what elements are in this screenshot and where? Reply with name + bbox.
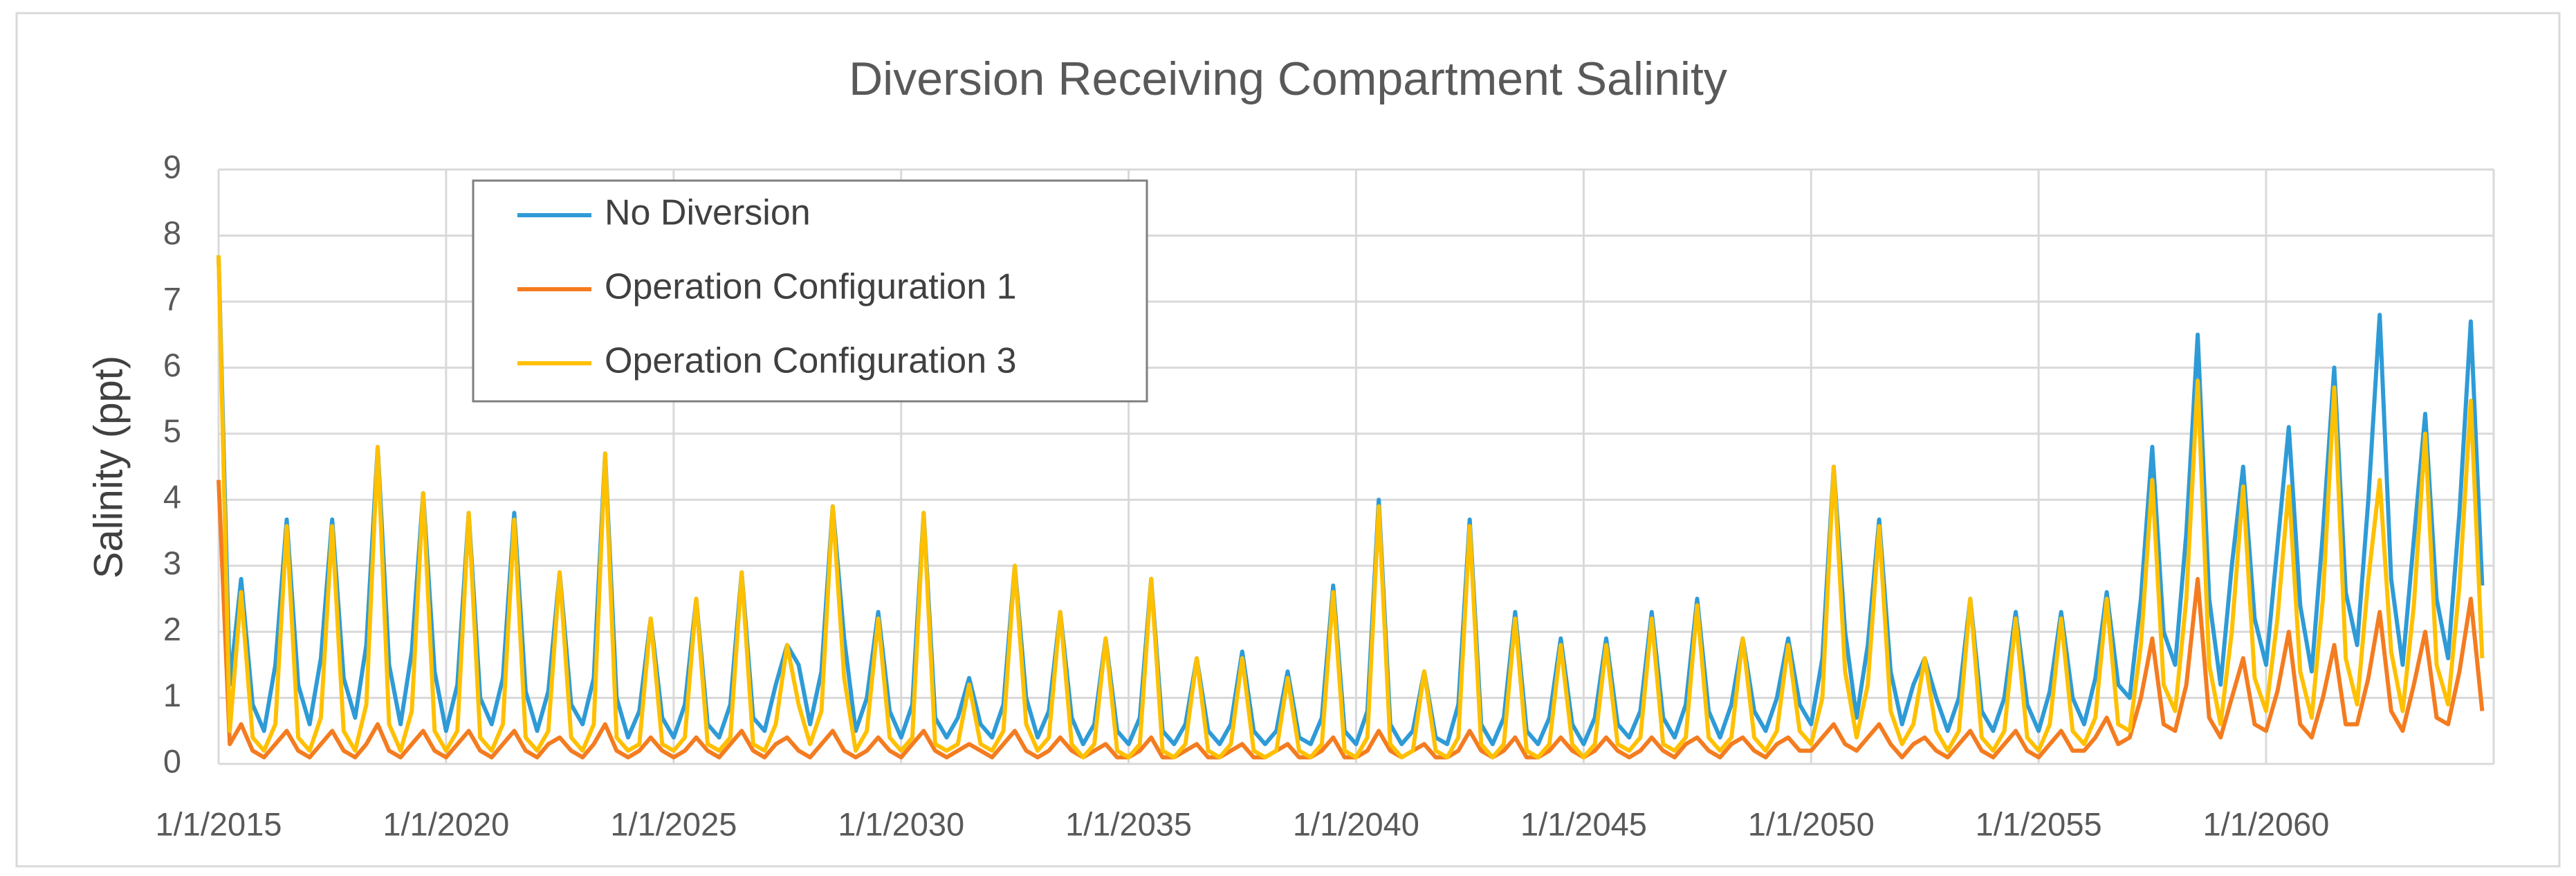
legend-label: Operation Configuration 1 [605,267,1017,307]
grid [217,168,2495,765]
y-tick-label: 3 [163,545,181,581]
legend: No Diversion Operation Configuration 1 Ope… [472,179,1148,403]
y-tick-label: 6 [163,347,181,383]
legend-label: No Diversion [605,193,811,233]
x-tick-label: 1/1/2035 [1065,805,1192,842]
x-tick-label: 1/1/2030 [838,805,964,842]
y-tick-label: 8 [163,215,181,251]
x-tick-label: 1/1/2045 [1520,805,1647,842]
x-tick-label: 1/1/2020 [383,805,509,842]
y-tick-label: 7 [163,280,181,317]
plot [217,255,2485,760]
x-tick-label: 1/1/2025 [610,805,737,842]
chart-border [15,12,2561,868]
x-tick-label: 1/1/2060 [2202,805,2329,842]
y-tick-label: 9 [163,148,181,185]
y-axis-title: Salinity (ppt) [86,356,131,578]
y-tick-label: 5 [163,412,181,449]
x-tick-label: 1/1/2015 [156,805,282,842]
x-tick-label: 1/1/2050 [1748,805,1875,842]
x-tick-label: 1/1/2040 [1293,805,1419,842]
y-tick-label: 4 [163,479,181,515]
y-tick-label: 1 [163,677,181,713]
series-line [217,480,2485,760]
chart-title: Diversion Receiving Compartment Salinity [849,53,1727,105]
x-tick-label: 1/1/2055 [1976,805,2102,842]
y-tick-label: 0 [163,742,181,779]
series-line [217,255,2485,760]
tick-labels: 0 1 2 3 4 5 6 7 8 9 1/1/2015 1/1/2020 1/1/2025 1/1/20… [156,148,2330,842]
y-tick-label: 2 [163,611,181,648]
legend-label: Operation Configuration 3 [605,341,1017,381]
